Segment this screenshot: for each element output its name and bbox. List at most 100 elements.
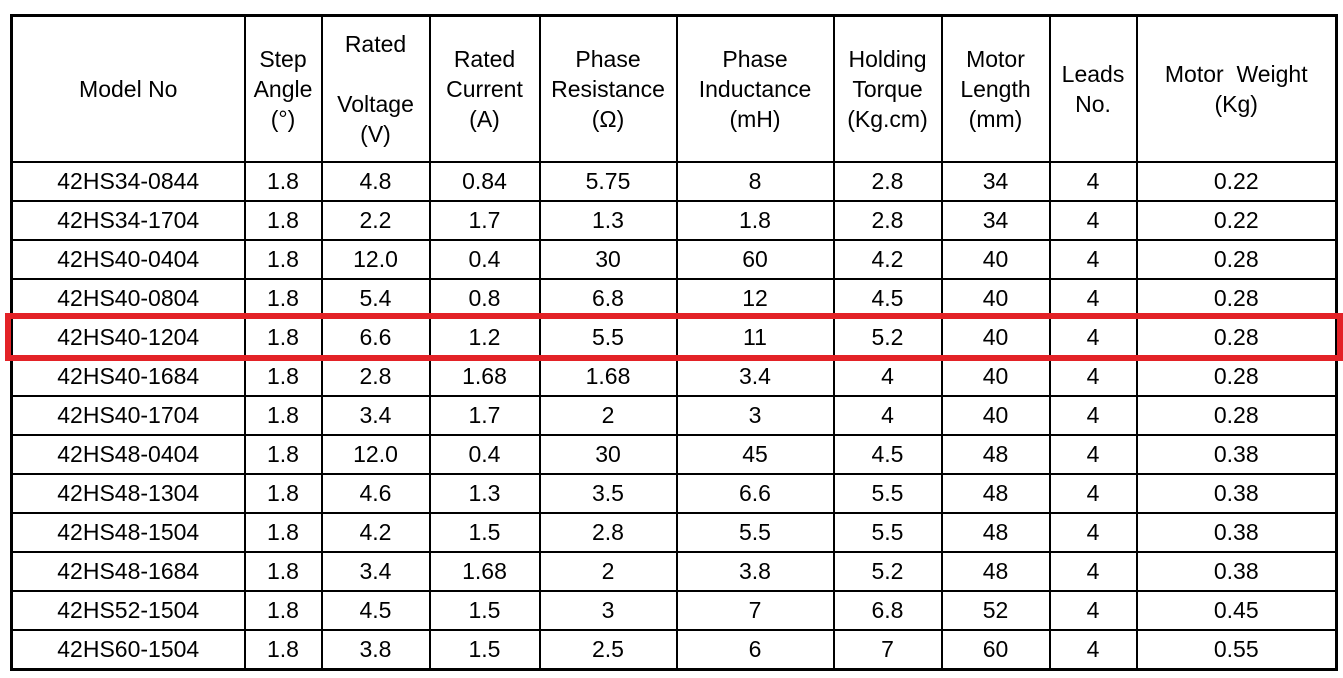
value-cell-motor-length: 34: [940, 161, 1051, 202]
value-cell-holding-torque: 6.8: [832, 590, 943, 631]
column-header-holding-torque: Holding Torque (Kg.cm): [832, 14, 943, 163]
column-header-leads-no: Leads No.: [1048, 14, 1138, 163]
value-cell-leads-no: 4: [1048, 200, 1138, 241]
model-no-cell: 42HS40-0404: [10, 239, 246, 280]
motor-spec-table-wrap: Model No Step Angle (°) Rated Voltage (V) R…: [5, 14, 1343, 671]
value-cell-holding-torque: 7: [832, 629, 943, 671]
value-cell-rated-current: 1.5: [428, 590, 541, 631]
value-cell-step-angle: 1.8: [243, 161, 323, 202]
value-cell-rated-current: 0.4: [428, 434, 541, 475]
value-cell-rated-voltage: 4.5: [320, 590, 431, 631]
value-cell-holding-torque: 2.8: [832, 200, 943, 241]
value-cell-rated-voltage: 4.6: [320, 473, 431, 514]
value-cell-step-angle: 1.8: [243, 356, 323, 397]
value-cell-rated-current: 1.2: [428, 317, 541, 358]
column-header-motor-weight: Motor Weight (Kg): [1135, 14, 1338, 163]
model-no-cell: 42HS52-1504: [10, 590, 246, 631]
value-cell-rated-voltage: 3.4: [320, 551, 431, 592]
value-cell-phase-inductance: 6.6: [675, 473, 835, 514]
model-no-cell: 42HS34-0844: [10, 161, 246, 202]
value-cell-leads-no: 4: [1048, 239, 1138, 280]
value-cell-leads-no: 4: [1048, 473, 1138, 514]
motor-spec-table: Model No Step Angle (°) Rated Voltage (V) R…: [10, 14, 1338, 671]
value-cell-motor-weight: 0.38: [1135, 434, 1338, 475]
value-cell-motor-weight: 0.55: [1135, 629, 1338, 671]
value-cell-motor-weight: 0.28: [1135, 395, 1338, 436]
value-cell-phase-resistance: 6.8: [538, 278, 678, 319]
table-row-42HS48-1304: 42HS48-1304 1.8 4.6 1.3 3.5 6.6 5.5 48 4 0.38: [10, 473, 1338, 514]
table-row-42HS48-1684: 42HS48-1684 1.8 3.4 1.68 2 3.8 5.2 48 4 0.38: [10, 551, 1338, 592]
value-cell-step-angle: 1.8: [243, 590, 323, 631]
value-cell-motor-length: 40: [940, 317, 1051, 358]
value-cell-rated-voltage: 3.4: [320, 395, 431, 436]
value-cell-rated-current: 1.68: [428, 356, 541, 397]
value-cell-step-angle: 1.8: [243, 278, 323, 319]
value-cell-phase-resistance: 30: [538, 239, 678, 280]
value-cell-rated-current: 1.5: [428, 629, 541, 671]
table-row-42HS40-1204: 42HS40-1204 1.8 6.6 1.2 5.5 11 5.2 40 4 0.28: [10, 317, 1338, 358]
value-cell-step-angle: 1.8: [243, 551, 323, 592]
value-cell-leads-no: 4: [1048, 161, 1138, 202]
column-header-phase-resistance: Phase Resistance (Ω): [538, 14, 678, 163]
table-row-42HS40-1704: 42HS40-1704 1.8 3.4 1.7 2 3 4 40 4 0.28: [10, 395, 1338, 436]
value-cell-phase-inductance: 3.4: [675, 356, 835, 397]
value-cell-motor-length: 48: [940, 551, 1051, 592]
value-cell-rated-current: 1.68: [428, 551, 541, 592]
value-cell-phase-inductance: 6: [675, 629, 835, 671]
value-cell-phase-inductance: 60: [675, 239, 835, 280]
value-cell-phase-inductance: 5.5: [675, 512, 835, 553]
value-cell-motor-length: 40: [940, 278, 1051, 319]
value-cell-phase-inductance: 3: [675, 395, 835, 436]
column-header-rated-current: Rated Current (A): [428, 14, 541, 163]
value-cell-motor-weight: 0.28: [1135, 356, 1338, 397]
value-cell-step-angle: 1.8: [243, 395, 323, 436]
value-cell-holding-torque: 5.5: [832, 473, 943, 514]
value-cell-step-angle: 1.8: [243, 473, 323, 514]
value-cell-rated-voltage: 4.2: [320, 512, 431, 553]
value-cell-motor-length: 48: [940, 512, 1051, 553]
value-cell-motor-weight: 0.28: [1135, 278, 1338, 319]
column-header-step-angle: Step Angle (°): [243, 14, 323, 163]
value-cell-rated-voltage: 12.0: [320, 239, 431, 280]
value-cell-phase-resistance: 3.5: [538, 473, 678, 514]
value-cell-rated-voltage: 4.8: [320, 161, 431, 202]
value-cell-leads-no: 4: [1048, 395, 1138, 436]
table-row-42HS52-1504: 42HS52-1504 1.8 4.5 1.5 3 7 6.8 52 4 0.45: [10, 590, 1338, 631]
value-cell-motor-length: 48: [940, 473, 1051, 514]
value-cell-step-angle: 1.8: [243, 434, 323, 475]
table-row-42HS40-0404: 42HS40-0404 1.8 12.0 0.4 30 60 4.2 40 4 0.28: [10, 239, 1338, 280]
model-no-cell: 42HS48-1504: [10, 512, 246, 553]
table-header: Model No Step Angle (°) Rated Voltage (V) R…: [10, 14, 1338, 163]
value-cell-holding-torque: 5.2: [832, 551, 943, 592]
model-no-cell: 42HS40-1704: [10, 395, 246, 436]
column-header-model-no: Model No: [10, 14, 246, 163]
column-header-rated-voltage: Rated Voltage (V): [320, 14, 431, 163]
value-cell-phase-resistance: 30: [538, 434, 678, 475]
value-cell-motor-weight: 0.38: [1135, 551, 1338, 592]
value-cell-leads-no: 4: [1048, 434, 1138, 475]
table-row-42HS34-1704: 42HS34-1704 1.8 2.2 1.7 1.3 1.8 2.8 34 4 0.22: [10, 200, 1338, 241]
value-cell-phase-resistance: 3: [538, 590, 678, 631]
value-cell-rated-current: 0.8: [428, 278, 541, 319]
table-row-42HS40-0804: 42HS40-0804 1.8 5.4 0.8 6.8 12 4.5 40 4 0.28: [10, 278, 1338, 319]
value-cell-rated-current: 0.4: [428, 239, 541, 280]
value-cell-rated-voltage: 3.8: [320, 629, 431, 671]
value-cell-motor-length: 34: [940, 200, 1051, 241]
table-row-42HS48-0404: 42HS48-0404 1.8 12.0 0.4 30 45 4.5 48 4 0.38: [10, 434, 1338, 475]
value-cell-phase-resistance: 1.3: [538, 200, 678, 241]
value-cell-rated-current: 1.3: [428, 473, 541, 514]
value-cell-phase-resistance: 5.5: [538, 317, 678, 358]
value-cell-phase-resistance: 2: [538, 395, 678, 436]
value-cell-holding-torque: 4.5: [832, 278, 943, 319]
value-cell-phase-inductance: 12: [675, 278, 835, 319]
value-cell-leads-no: 4: [1048, 551, 1138, 592]
column-header-phase-inductance: Phase Inductance (mH): [675, 14, 835, 163]
value-cell-leads-no: 4: [1048, 278, 1138, 319]
value-cell-rated-voltage: 2.2: [320, 200, 431, 241]
value-cell-step-angle: 1.8: [243, 317, 323, 358]
value-cell-leads-no: 4: [1048, 356, 1138, 397]
table-row-42HS34-0844: 42HS34-0844 1.8 4.8 0.84 5.75 8 2.8 34 4 0.22: [10, 161, 1338, 202]
model-no-cell: 42HS40-0804: [10, 278, 246, 319]
value-cell-phase-inductance: 45: [675, 434, 835, 475]
table-row-42HS60-1504: 42HS60-1504 1.8 3.8 1.5 2.5 6 7 60 4 0.55: [10, 629, 1338, 671]
